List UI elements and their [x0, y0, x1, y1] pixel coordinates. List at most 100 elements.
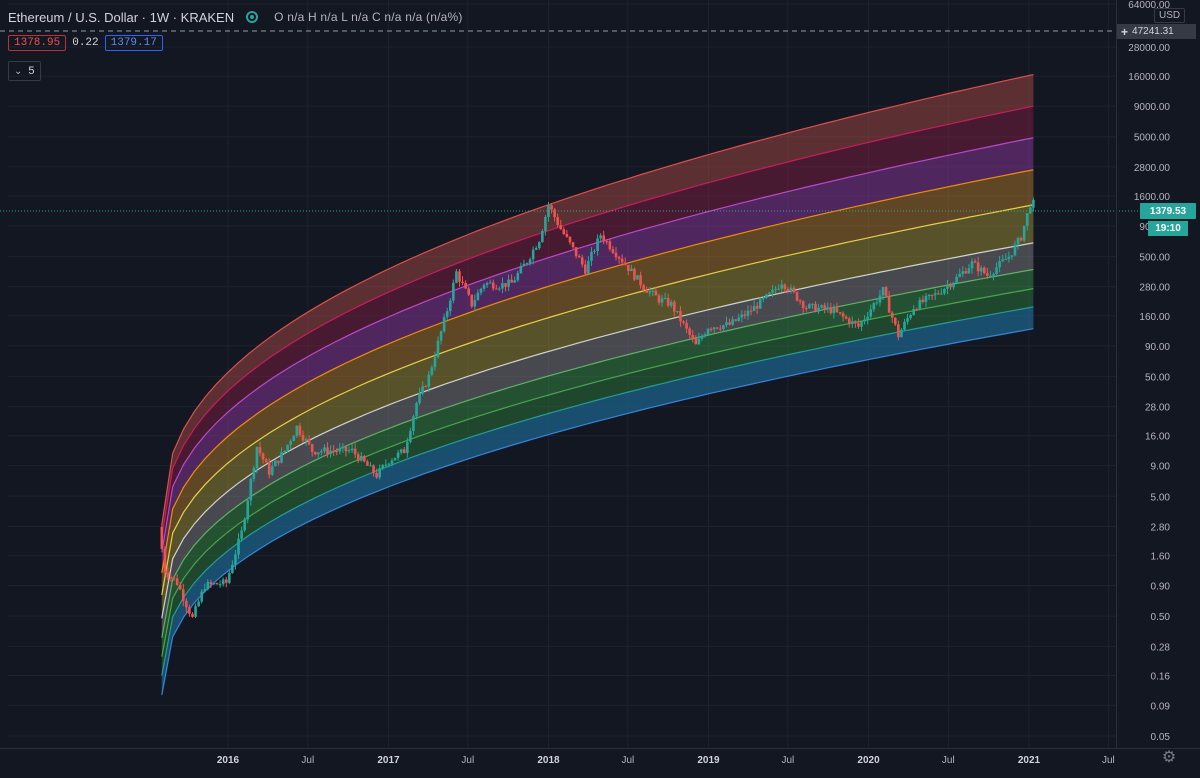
plus-icon[interactable]: +: [1121, 24, 1129, 39]
indicators-toggle-button[interactable]: ⌄ 5: [8, 61, 41, 81]
candle-body: [544, 216, 547, 231]
ohlc-values: O n/a H n/a L n/a C n/a n/a (n/a%): [274, 10, 463, 24]
candle-body: [700, 336, 704, 339]
time-axis[interactable]: 2016 Jul 2017 Jul 2018 Jul 2019 Jul 2020 Jul 2021 J…: [0, 748, 1200, 767]
candle-body: [636, 275, 639, 280]
candle-body: [409, 430, 412, 442]
price-axis[interactable]: 64000.00 28000.00 16000.00 9000.00 5000.00 28…: [1116, 0, 1171, 748]
candle-body: [909, 314, 912, 318]
candle-body: [765, 294, 768, 298]
candle-body: [958, 274, 962, 277]
candle-body: [562, 229, 566, 235]
price-tick-label: 5000.00: [1134, 133, 1171, 144]
candle-body: [577, 256, 581, 258]
time-tick-label: 2017: [377, 755, 400, 766]
candle-body: [740, 314, 744, 318]
candle-body: [556, 217, 559, 226]
candle-body: [430, 367, 434, 375]
candle-body: [513, 280, 517, 283]
candle-body: [860, 321, 863, 327]
candle-body: [317, 452, 320, 455]
bid-price-button[interactable]: 1378.95: [8, 35, 67, 51]
candle-body: [663, 298, 667, 300]
candle-body: [758, 298, 762, 309]
candle-body: [274, 460, 277, 467]
candle-body: [992, 274, 995, 276]
candle-body: [234, 554, 237, 565]
candle-body: [231, 564, 234, 574]
candle-body: [218, 584, 222, 586]
candle-body: [777, 288, 780, 290]
candle-body: [804, 308, 808, 310]
candle-body: [194, 606, 197, 617]
candle-body: [452, 282, 455, 301]
crosshair-price-label[interactable]: + 47241.31: [1117, 24, 1196, 39]
candle-body: [703, 334, 707, 337]
candle-body: [292, 435, 296, 442]
candle-body: [617, 257, 621, 259]
price-tick-label: 9000.00: [1134, 102, 1171, 113]
candle-body: [835, 308, 839, 313]
candle-body: [811, 303, 814, 305]
candle-body: [393, 457, 397, 461]
ask-price-button[interactable]: 1379.17: [104, 35, 163, 51]
candle-body: [676, 311, 679, 313]
rainbow-boundary-line: [161, 74, 1034, 525]
currency-label[interactable]: USD: [1154, 8, 1186, 23]
chevron-down-icon: ⌄: [14, 65, 23, 77]
symbol-header[interactable]: Ethereum / U.S. Dollar · 1W · KRAKEN O n…: [8, 6, 463, 28]
rainbow-boundary-line: [161, 105, 1034, 537]
candle-body: [178, 584, 182, 590]
candle-body: [574, 247, 578, 257]
candle-body: [313, 451, 317, 455]
candle-body: [673, 301, 676, 312]
candle-body: [1032, 199, 1035, 208]
candle-body: [547, 205, 550, 217]
candle-body: [237, 538, 240, 555]
candle-body: [363, 455, 366, 462]
candle-body: [893, 317, 897, 325]
candle-body: [936, 293, 940, 295]
candle-body: [979, 267, 983, 272]
candle-body: [857, 323, 860, 327]
candle-body: [418, 393, 421, 404]
candle-body: [1025, 213, 1029, 226]
candle-body: [648, 291, 652, 293]
candle-body: [970, 261, 974, 269]
candle-body: [875, 302, 879, 304]
candle-body: [731, 319, 734, 325]
candle-body: [531, 249, 535, 260]
candle-body: [878, 295, 882, 303]
candle-body: [709, 328, 713, 330]
candle-body: [1001, 259, 1004, 262]
price-tick-label: 1600.00: [1134, 192, 1171, 203]
candle-body: [504, 283, 507, 287]
candle-body: [854, 321, 857, 324]
candle-body: [823, 305, 826, 309]
candle-body: [344, 446, 348, 452]
candle-body: [188, 607, 191, 614]
candle-body: [602, 235, 606, 242]
candle-body: [620, 258, 624, 263]
candle-body: [639, 275, 642, 286]
candle-body: [887, 295, 891, 313]
candle-body: [623, 262, 627, 265]
price-tick-label: 0.09: [1151, 701, 1171, 712]
candle-body: [565, 234, 569, 237]
candle-body: [599, 235, 602, 239]
symbol-title[interactable]: Ethereum / U.S. Dollar · 1W · KRAKEN: [8, 9, 235, 25]
gear-icon[interactable]: ⚙: [1161, 749, 1177, 766]
candle-body: [838, 312, 842, 314]
candle-body: [559, 225, 563, 230]
candle-body: [820, 305, 823, 308]
current-price-label: 1379.53: [1140, 203, 1196, 219]
price-tick-label: 2.80: [1151, 522, 1171, 533]
candle-body: [240, 530, 243, 539]
candle-body: [657, 295, 661, 303]
candle-body: [927, 294, 931, 297]
candle-body: [353, 448, 357, 455]
market-status-icon[interactable]: [246, 11, 259, 23]
time-tick-label: Jul: [942, 755, 955, 766]
candle-body: [427, 374, 431, 387]
